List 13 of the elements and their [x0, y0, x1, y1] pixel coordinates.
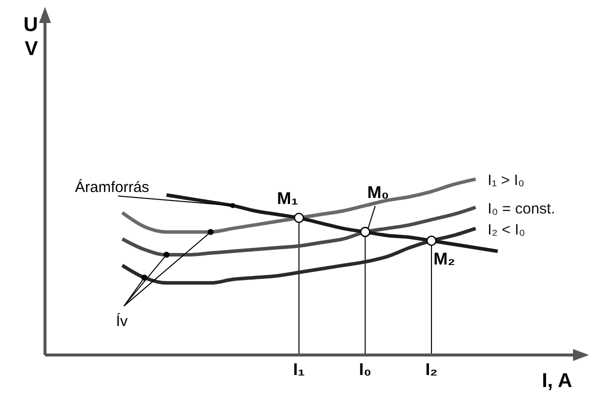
annotation: Ív: [116, 312, 128, 330]
x-axis-title: I, A: [542, 370, 572, 392]
series-label: I₂ < I₀: [488, 221, 526, 238]
annotation: M₀: [367, 182, 390, 202]
x-tick-label: I₂: [425, 360, 438, 380]
text: U V: [24, 14, 39, 60]
x-tick-label: I₁: [293, 360, 305, 380]
annotation: M₂: [433, 250, 456, 269]
series-label: I₀ = const.: [488, 200, 556, 218]
annotation: Áramforrás: [75, 178, 150, 196]
series-label: I₁ > I₀: [488, 172, 524, 190]
x-tick-label: I₀: [359, 360, 372, 380]
annotation: M₁: [276, 188, 298, 208]
